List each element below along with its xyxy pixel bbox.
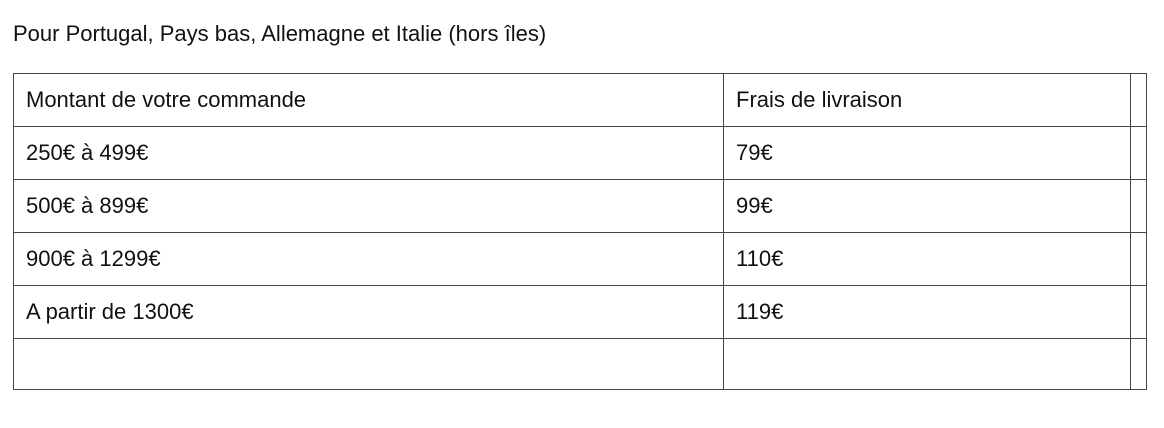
header-order-amount: Montant de votre commande: [13, 73, 724, 127]
cell-shipping-fee: 79€: [723, 126, 1131, 180]
table-row: [13, 338, 1147, 390]
cell-extra: [1130, 126, 1147, 180]
cell-order-amount: 900€ à 1299€: [13, 232, 724, 286]
cell-extra: [1130, 179, 1147, 233]
header-shipping-fee: Frais de livraison: [723, 73, 1131, 127]
cell-extra: [1130, 232, 1147, 286]
table-header-row: Montant de votre commande Frais de livra…: [13, 73, 1147, 127]
cell-order-amount: [13, 338, 724, 390]
cell-shipping-fee: 119€: [723, 285, 1131, 339]
cell-extra: [1130, 285, 1147, 339]
cell-order-amount: 250€ à 499€: [13, 126, 724, 180]
header-extra: [1130, 73, 1147, 127]
cell-extra: [1130, 338, 1147, 390]
cell-shipping-fee: [723, 338, 1131, 390]
cell-shipping-fee: 110€: [723, 232, 1131, 286]
cell-shipping-fee: 99€: [723, 179, 1131, 233]
table-row: 500€ à 899€ 99€: [13, 179, 1147, 233]
shipping-fees-table: Montant de votre commande Frais de livra…: [13, 73, 1147, 390]
cell-order-amount: A partir de 1300€: [13, 285, 724, 339]
cell-order-amount: 500€ à 899€: [13, 179, 724, 233]
table-row: 900€ à 1299€ 110€: [13, 232, 1147, 286]
section-title: Pour Portugal, Pays bas, Allemagne et It…: [13, 21, 547, 46]
table-row: 250€ à 499€ 79€: [13, 126, 1147, 180]
table-row: A partir de 1300€ 119€: [13, 285, 1147, 339]
